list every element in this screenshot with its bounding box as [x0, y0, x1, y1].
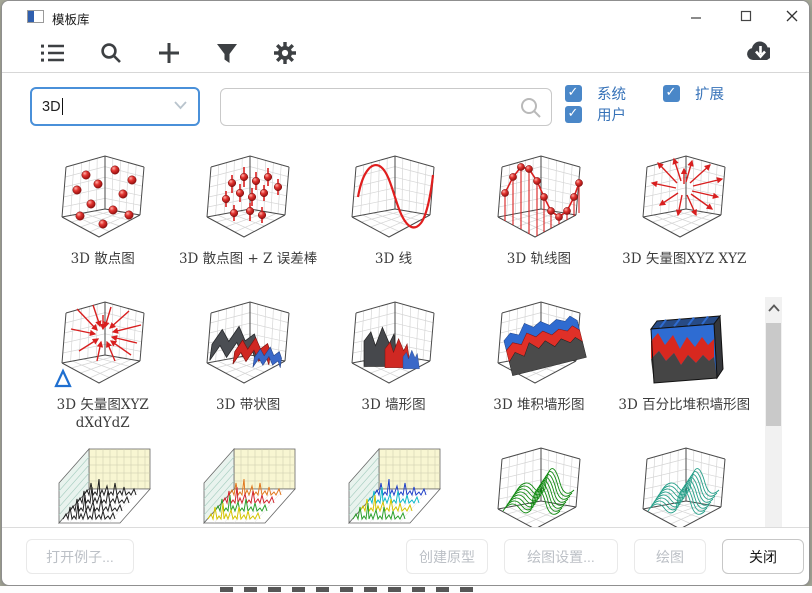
maximize-icon — [740, 10, 752, 22]
delta-marker-icon — [53, 368, 72, 388]
template-label: 3D 堆积墙形图 — [493, 397, 585, 413]
template-label: 3D 散点图 — [70, 251, 135, 267]
search-input[interactable] — [229, 93, 509, 121]
background-app-content — [220, 587, 482, 592]
list-view-icon — [41, 44, 64, 62]
checkbox-checked-icon[interactable] — [565, 84, 582, 102]
template-item-3d-scatter-z-error[interactable]: 3D 散点图 + Z 误差棒 — [175, 149, 320, 295]
maximize-button[interactable] — [730, 3, 762, 29]
thumbnail-3d-waterfall — [58, 448, 151, 524]
template-item-3d-vector-xyz-xyz[interactable]: 3D 矢量图XYZ XYZ — [612, 149, 757, 295]
template-item-3d-scatter[interactable]: 3D 散点图 — [30, 149, 175, 295]
chevron-up-icon — [767, 303, 780, 312]
template-label: 3D 散点图 + Z 误差棒 — [178, 251, 318, 267]
app-icon — [27, 10, 44, 23]
create-prototype-button[interactable]: 创建原型 — [406, 539, 488, 574]
thumbnail-3d-stacked-wall — [497, 301, 587, 384]
list-view-button[interactable] — [40, 40, 66, 66]
template-item-3d-stacked-wall[interactable]: 3D 堆积墙形图 — [466, 295, 611, 441]
footer: 打开例子... 创建原型 绘图设置... 绘图 关闭 — [2, 527, 809, 578]
chevron-down-icon[interactable] — [173, 100, 188, 110]
close-window-button[interactable] — [776, 3, 808, 29]
close-button[interactable]: 关闭 — [722, 539, 804, 574]
checkbox-extended[interactable]: 扩展 — [663, 83, 724, 104]
settings-gear-icon — [274, 42, 296, 64]
category-value: 3D — [42, 98, 61, 115]
text-cursor — [61, 98, 63, 115]
template-label: 3D 轨线图 — [506, 251, 571, 267]
filter-row: 3D 系统 用户 扩展 — [2, 73, 809, 145]
template-label: 3D 矢量图XYZ XYZ — [622, 251, 747, 267]
thumbnail-3d-scatter — [61, 155, 145, 238]
scrollbar-thumb[interactable] — [766, 323, 781, 426]
template-item-3d-ribbon[interactable]: 3D 带状图 — [175, 295, 320, 441]
search-box[interactable] — [220, 88, 552, 126]
template-item-3d-wall[interactable]: 3D 墙形图 — [321, 295, 466, 441]
cloud-download-button[interactable] — [744, 38, 770, 64]
thumbnail-3d-100-stacked-wall — [650, 314, 724, 384]
checkbox-label[interactable]: 用户 — [597, 108, 626, 124]
filter-icon — [217, 43, 237, 63]
thumbnail-3d-wireframe-surface — [497, 447, 581, 529]
search-button[interactable] — [98, 40, 124, 66]
template-item-3d-trajectory[interactable]: 3D 轨线图 — [466, 149, 611, 295]
thumbnail-3d-vector-xyz-dxdydz — [53, 301, 145, 388]
thumbnail-3d-ribbon — [206, 301, 290, 384]
template-label: 3D 矢量图XYZ dXdYdZ — [56, 397, 149, 431]
titlebar[interactable]: 模板库 — [2, 1, 809, 32]
vertical-scrollbar[interactable] — [765, 297, 782, 529]
thumbnail-3d-waterfall-color-y — [203, 448, 296, 524]
add-template-button[interactable] — [156, 40, 182, 66]
checkbox-checked-icon[interactable] — [663, 84, 680, 102]
toolbar — [2, 32, 809, 73]
close-icon — [786, 10, 798, 22]
thumbnail-3d-trajectory — [497, 155, 583, 238]
template-label: 3D 线 — [374, 251, 413, 267]
thumbnail-3d-scatter-z-error — [206, 155, 290, 238]
cloud-download-icon — [747, 41, 770, 60]
template-item-3d-waterfall-color-y[interactable] — [175, 441, 320, 529]
template-item-3d-wireframe-surface-2[interactable] — [612, 441, 757, 529]
checkbox-label[interactable]: 扩展 — [695, 87, 724, 103]
checkbox-checked-icon[interactable] — [565, 105, 582, 123]
template-item-3d-waterfall[interactable] — [30, 441, 175, 529]
thumbnail-3d-wireframe-surface-2 — [642, 447, 726, 529]
category-combobox[interactable]: 3D — [30, 87, 200, 126]
minimize-icon — [691, 17, 701, 19]
template-label: 3D 带状图 — [215, 397, 281, 413]
thumbnail-3d-waterfall-color-z — [349, 448, 441, 524]
settings-button[interactable] — [272, 40, 298, 66]
search-icon — [101, 43, 121, 63]
plot-setup-button[interactable]: 绘图设置... — [504, 539, 618, 574]
template-item-3d-line[interactable]: 3D 线 — [321, 149, 466, 295]
template-list: 3D 散点图 — [2, 145, 809, 529]
filter-button[interactable] — [214, 40, 240, 66]
template-item-3d-vector-xyz-dxdydz[interactable]: 3D 矢量图XYZ dXdYdZ — [30, 295, 175, 441]
minimize-button[interactable] — [680, 3, 712, 29]
checkbox-system[interactable]: 系统 — [565, 83, 626, 104]
template-label: 3D 墙形图 — [361, 397, 426, 413]
scroll-up-button[interactable] — [765, 299, 782, 316]
checkbox-user[interactable]: 用户 — [565, 104, 626, 125]
template-item-3d-100-stacked-wall[interactable]: 3D 百分比堆积墙形图 — [612, 295, 757, 441]
template-item-3d-wireframe-surface[interactable] — [466, 441, 611, 529]
template-item-3d-waterfall-color-z[interactable] — [321, 441, 466, 529]
window-title: 模板库 — [52, 13, 90, 27]
add-icon — [159, 43, 179, 63]
plot-button[interactable]: 绘图 — [634, 539, 706, 574]
thumbnail-3d-line — [351, 155, 435, 238]
thumbnail-3d-wall — [351, 301, 435, 384]
template-label: 3D 百分比堆积墙形图 — [618, 397, 751, 413]
thumbnail-3d-vector-xyz-xyz — [642, 155, 726, 238]
search-field-icon — [519, 96, 543, 120]
template-grid: 3D 散点图 — [30, 149, 757, 529]
checkbox-label[interactable]: 系统 — [597, 87, 626, 103]
desktop-background-sliver — [0, 586, 812, 593]
open-example-button[interactable]: 打开例子... — [26, 539, 134, 574]
